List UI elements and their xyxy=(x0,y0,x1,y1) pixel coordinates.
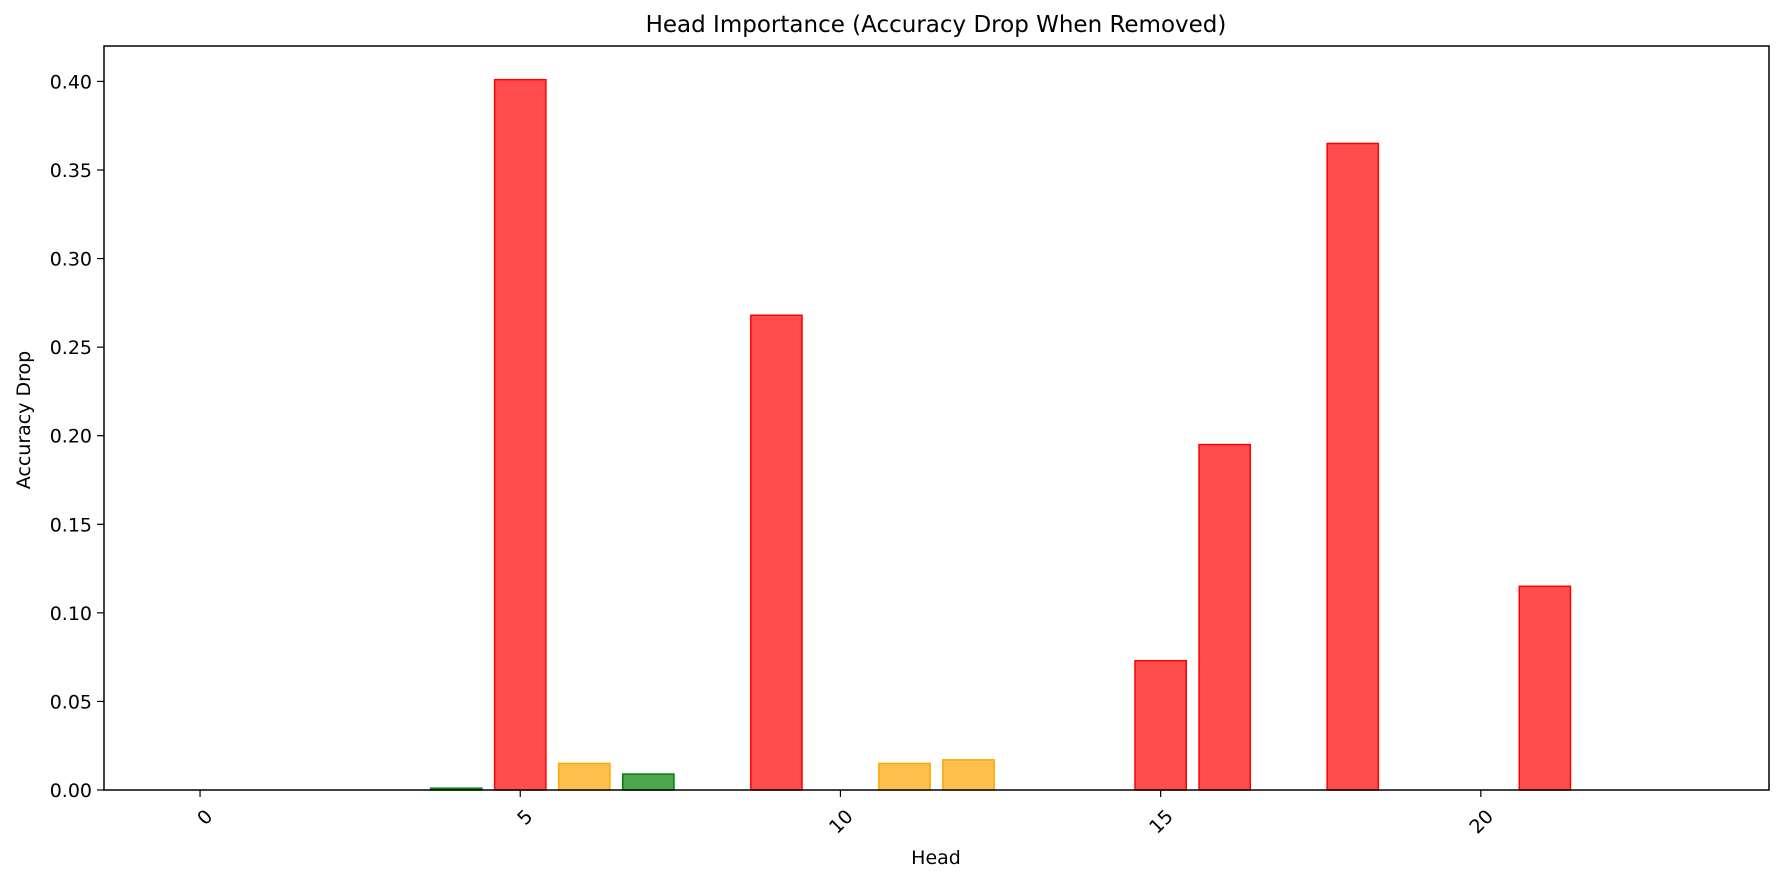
y-tick-label: 0.00 xyxy=(50,780,92,802)
bar-head-15 xyxy=(1134,659,1188,791)
bar-head-6 xyxy=(557,762,611,791)
y-tick-label: 0.25 xyxy=(50,337,92,359)
y-tick-label: 0.35 xyxy=(50,160,92,182)
bar-head-12 xyxy=(942,759,995,791)
x-axis: 0 5 10 15 20 xyxy=(193,790,1498,838)
x-tick-label: 20 xyxy=(1465,806,1498,839)
y-tick-label: 0.10 xyxy=(50,603,92,625)
x-tick-label: 10 xyxy=(825,806,858,839)
y-tick-label: 0.05 xyxy=(50,691,92,713)
bars-group xyxy=(429,78,1572,791)
y-tick-label: 0.30 xyxy=(50,249,92,271)
y-axis-label: Accuracy Drop xyxy=(13,351,35,490)
x-tick-label: 0 xyxy=(193,806,217,830)
bar-head-5 xyxy=(493,78,547,791)
y-tick-label: 0.15 xyxy=(50,514,92,536)
y-tick-label: 0.40 xyxy=(50,71,92,93)
bar-head-18 xyxy=(1326,142,1380,791)
bar-head-21 xyxy=(1518,585,1572,791)
bar-head-9 xyxy=(750,314,803,791)
bar-head-16 xyxy=(1198,443,1252,791)
x-tick-label: 5 xyxy=(513,806,537,830)
x-axis-label: Head xyxy=(911,847,961,869)
bar-head-11 xyxy=(878,762,931,791)
plot-area-frame xyxy=(103,45,1770,791)
x-tick-label: 15 xyxy=(1145,806,1178,839)
y-axis: 0.00 0.05 0.10 0.15 0.20 0.25 0.30 0.35 0.40 xyxy=(50,71,104,802)
chart-title: Head Importance (Accuracy Drop When Remo… xyxy=(646,12,1227,38)
bar-head-7 xyxy=(621,773,675,791)
y-tick-label: 0.20 xyxy=(50,426,92,448)
